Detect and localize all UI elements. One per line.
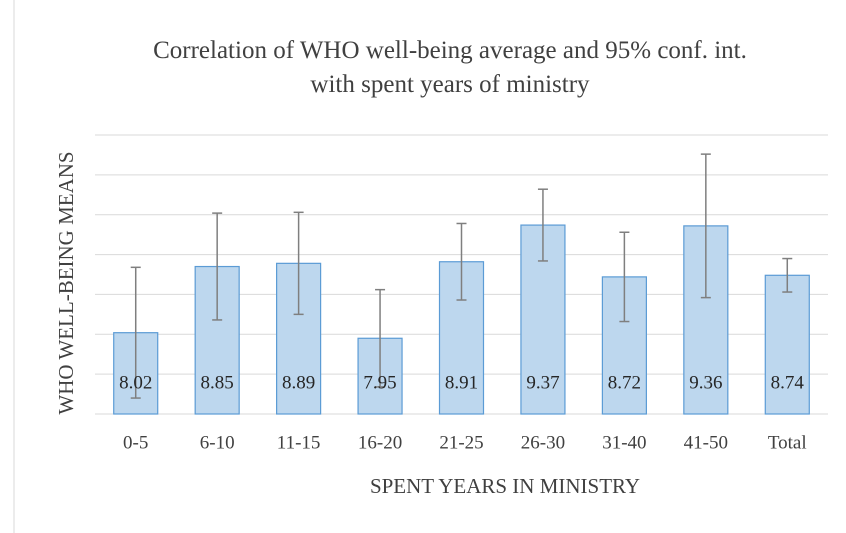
data-label: 8.72	[608, 372, 641, 393]
data-label: 9.37	[526, 372, 559, 393]
data-label: 7.95	[363, 372, 396, 393]
x-axis-label: SPENT YEARS IN MINISTRY	[370, 474, 640, 498]
chart-title: Correlation of WHO well-being average an…	[153, 37, 747, 98]
x-tick-label: 26-30	[521, 432, 565, 453]
x-tick-label: 11-15	[277, 432, 321, 453]
data-label: 8.91	[445, 372, 478, 393]
x-tick-label: 0-5	[123, 432, 148, 453]
x-tick-label: 41-50	[684, 432, 728, 453]
data-label: 8.02	[119, 372, 152, 393]
x-tick-label: 31-40	[602, 432, 646, 453]
y-axis-label: WHO WELL-BEING MEANS	[54, 151, 78, 414]
data-label: 9.36	[689, 372, 722, 393]
bar	[764, 274, 810, 415]
x-tick-label: 6-10	[200, 432, 235, 453]
x-tick-label: 16-20	[358, 432, 402, 453]
data-label: 8.89	[282, 372, 315, 393]
data-label: 8.74	[771, 372, 805, 393]
data-label: 8.85	[201, 372, 234, 393]
x-tick-label: 21-25	[439, 432, 483, 453]
x-tick-label: Total	[768, 432, 807, 453]
